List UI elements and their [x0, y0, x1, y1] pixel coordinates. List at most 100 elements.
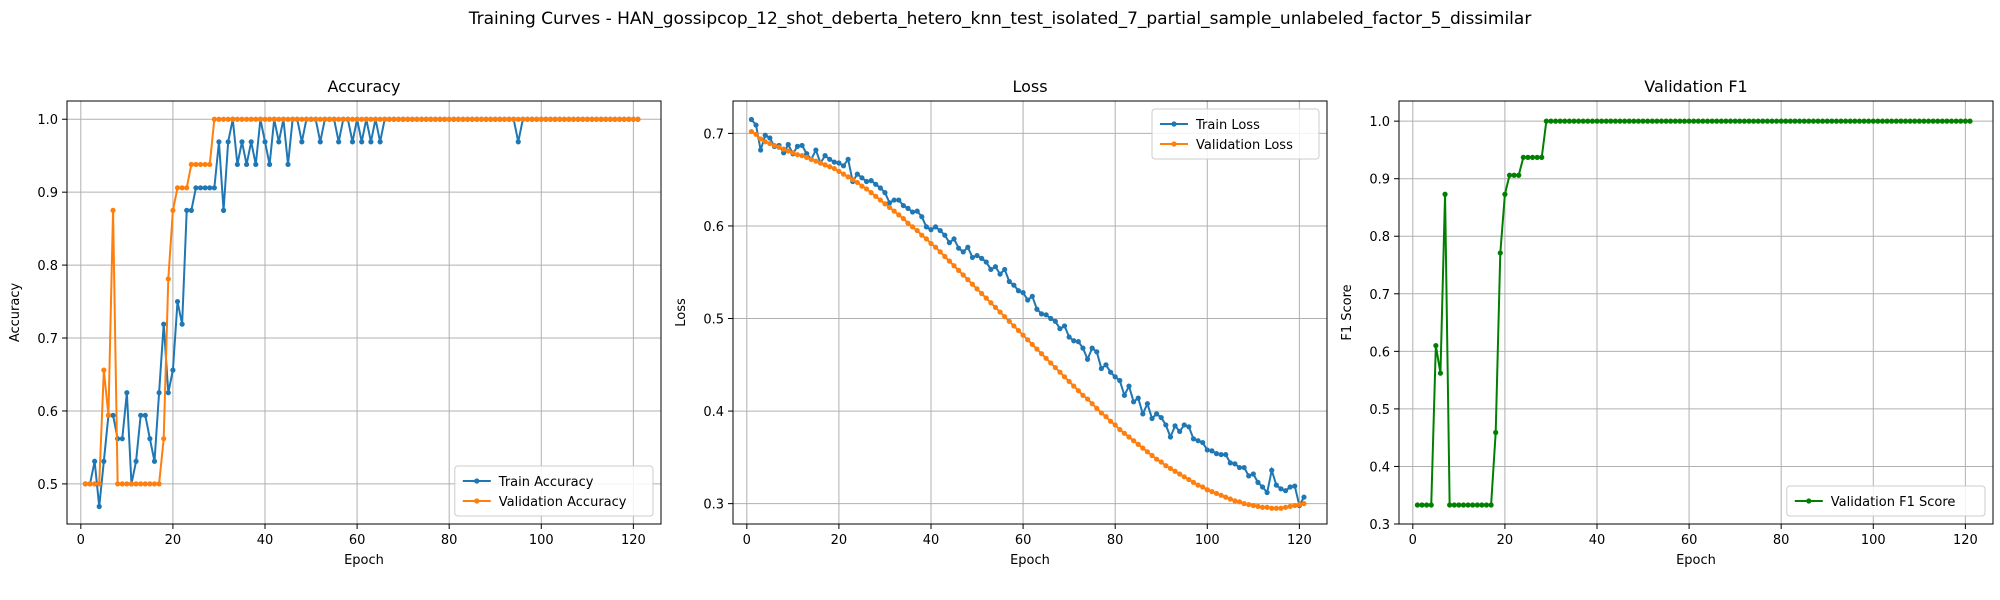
data-point — [951, 236, 957, 242]
legend-swatch-marker — [1171, 121, 1177, 127]
data-point — [290, 116, 296, 122]
figure-title: Training Curves - HAN_gossipcop_12_shot_… — [468, 9, 1532, 29]
data-point — [1034, 306, 1040, 312]
data-point — [1020, 332, 1026, 338]
y-axis-label: F1 Score — [1340, 284, 1355, 340]
data-point — [147, 481, 153, 487]
data-point — [1048, 360, 1054, 366]
data-point — [1732, 118, 1738, 124]
data-point — [785, 141, 791, 148]
legend-label: Train Accuracy — [498, 475, 594, 490]
data-point — [790, 150, 796, 156]
data-point — [294, 116, 300, 122]
data-point — [1227, 460, 1233, 466]
y-axis-label: Accuracy — [8, 283, 23, 343]
data-point — [1177, 428, 1183, 435]
data-point — [1815, 118, 1821, 124]
data-point — [409, 116, 415, 122]
data-point — [1112, 422, 1118, 428]
data-point — [418, 116, 425, 122]
data-point — [919, 214, 925, 220]
data-point — [511, 116, 517, 122]
data-point — [184, 185, 190, 191]
data-point — [1246, 501, 1252, 508]
data-point — [891, 208, 897, 214]
data-point — [267, 116, 273, 122]
data-point — [896, 197, 902, 203]
data-point — [974, 252, 980, 259]
data-point — [1571, 118, 1577, 124]
data-point — [515, 116, 521, 122]
x-tick-label: 0 — [743, 533, 751, 548]
data-point — [1493, 429, 1499, 436]
y-tick-label: 0.7 — [1369, 288, 1390, 303]
data-point — [956, 245, 962, 251]
data-point — [891, 197, 897, 203]
data-point — [142, 481, 148, 487]
data-point — [386, 116, 392, 122]
data-point — [1075, 339, 1081, 345]
data-point — [1278, 486, 1284, 492]
data-point — [497, 116, 503, 122]
data-point — [1246, 473, 1252, 479]
data-point — [1755, 118, 1761, 124]
data-point — [1066, 378, 1072, 385]
data-point — [965, 244, 971, 250]
data-point — [635, 116, 641, 122]
data-point — [138, 481, 144, 487]
data-point — [1154, 456, 1160, 462]
data-point — [1071, 383, 1077, 389]
legend-label: Train Loss — [1195, 118, 1260, 133]
data-point — [598, 116, 604, 122]
data-point — [1043, 312, 1049, 318]
data-point — [299, 139, 305, 145]
data-point — [1948, 118, 1955, 124]
data-point — [886, 200, 893, 206]
data-point — [492, 116, 498, 122]
data-point — [1750, 118, 1757, 124]
data-point — [960, 249, 966, 255]
data-point — [1084, 356, 1091, 362]
data-point — [317, 139, 323, 145]
data-point — [377, 139, 383, 145]
data-point — [1094, 349, 1100, 355]
data-point — [822, 153, 828, 159]
data-point — [1131, 438, 1137, 444]
data-point — [933, 224, 939, 230]
x-tick-label: 120 — [1953, 533, 1978, 548]
data-point — [1806, 118, 1812, 124]
data-point — [1672, 118, 1678, 124]
data-point — [1829, 118, 1835, 124]
data-point — [1121, 430, 1127, 436]
data-point — [161, 321, 167, 327]
data-point — [234, 116, 240, 122]
data-point — [534, 116, 540, 122]
data-point — [896, 212, 902, 218]
data-point — [933, 244, 939, 250]
data-point — [179, 321, 185, 327]
data-point — [753, 131, 759, 137]
data-point — [1912, 118, 1918, 124]
data-point — [831, 165, 837, 172]
data-point — [460, 116, 466, 122]
data-point — [873, 181, 879, 187]
data-point — [465, 116, 471, 122]
data-point — [1516, 172, 1522, 178]
data-point — [257, 116, 263, 122]
data-point — [1428, 502, 1434, 508]
data-point — [1006, 278, 1012, 285]
data-point — [184, 207, 190, 213]
data-point — [1149, 415, 1155, 422]
data-point — [1269, 467, 1275, 473]
x-tick-label: 20 — [165, 533, 182, 548]
data-point — [1456, 502, 1462, 508]
data-point — [1939, 118, 1945, 124]
data-point — [1034, 346, 1040, 352]
data-point — [1301, 494, 1307, 500]
data-point — [271, 116, 277, 122]
data-point — [1167, 434, 1174, 440]
data-point — [1218, 492, 1224, 498]
x-tick-label: 0 — [77, 533, 85, 548]
data-point — [1107, 418, 1114, 424]
